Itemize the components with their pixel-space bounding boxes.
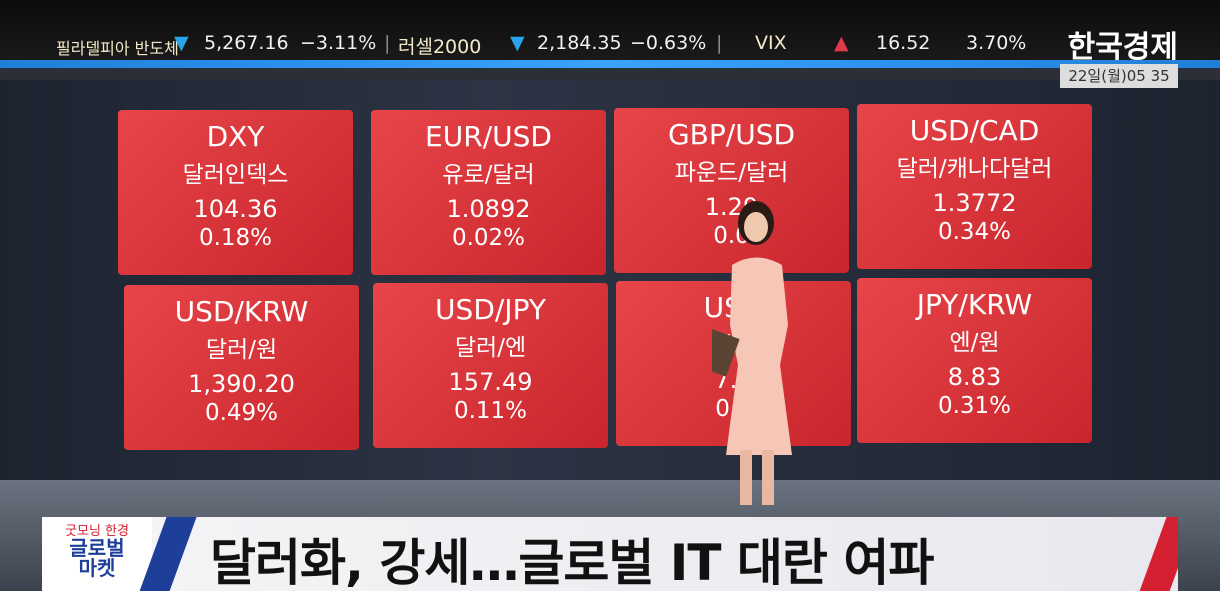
tile-change: 0.18% (198, 225, 273, 251)
program-logo: 굿모닝 한경 글로벌 마켓 (42, 517, 152, 591)
ticker-label: 필라델피아 반도체 (56, 39, 179, 58)
divider: | (384, 32, 391, 54)
ticker-value: 2,184.35 (537, 32, 622, 54)
down-arrow-icon: ▼ (174, 32, 189, 54)
tile-change: 0.31% (937, 393, 1012, 419)
tile-change: 0.34% (937, 219, 1012, 245)
ticker-value: 5,267.16 (204, 32, 289, 54)
currency-tile: DXY 달러인덱스 104.36 0.18% (118, 110, 353, 275)
channel-logo: 한국경제 (1067, 30, 1178, 65)
up-arrow-icon: ▲ (834, 32, 849, 54)
currency-tile: USD/CAD 달러/캐나다달러 1.3772 0.34% (857, 104, 1092, 269)
lower-third: 굿모닝 한경 글로벌 마켓 달러화, 강세…글로벌 IT 대란 여파 (42, 517, 1178, 591)
presenter (712, 201, 792, 505)
ticker-label: VIX (755, 32, 787, 54)
tile-code: GBP/USD (667, 118, 796, 151)
tile-change: 0.49% (204, 400, 279, 426)
red-stripe (1133, 517, 1178, 591)
tile-code: JPY/KRW (916, 288, 1033, 321)
tile-name: 달러인덱스 (182, 162, 289, 188)
market-ticker: 필라델피아 반도체 ▼ 5,267.16 −3.11% | 러셀2000 ▼ 2… (0, 0, 1220, 65)
tile-code: DXY (206, 120, 265, 153)
divider: | (716, 32, 723, 54)
tile-change: 0.02% (451, 225, 526, 251)
ticker-label: 러셀2000 (398, 36, 482, 58)
down-arrow-icon: ▼ (510, 32, 525, 54)
tile-code: USD/KRW (174, 295, 309, 328)
ticker-change: −0.63% (630, 32, 707, 54)
tile-code: USD/CAD (909, 114, 1040, 147)
tile-name: 달러/원 (205, 337, 278, 363)
tile-name: 엔/원 (949, 330, 1000, 356)
ticker-change: −3.11% (300, 32, 377, 54)
tile-name: 달러/엔 (454, 335, 527, 361)
program-title-small: 굿모닝 한경 (65, 524, 129, 539)
program-title-line2: 마켓 (78, 556, 116, 580)
tile-code: USD/JPY (435, 293, 546, 326)
tile-value: 104.36 (193, 195, 278, 223)
ticker-change: 3.70% (966, 32, 1027, 54)
tile-value: 8.83 (947, 363, 1002, 391)
currency-tile: JPY/KRW 엔/원 8.83 0.31% (857, 278, 1092, 443)
currency-tile: USD/JPY 달러/엔 157.49 0.11% (373, 283, 608, 448)
tile-value: 157.49 (448, 368, 533, 396)
currency-tile: USD/KRW 달러/원 1,390.20 0.49% (124, 285, 359, 450)
currency-tile: EUR/USD 유로/달러 1.0892 0.02% (371, 110, 606, 275)
tile-change: 0.11% (453, 398, 528, 424)
tile-value: 1,390.20 (188, 370, 295, 398)
accent-bar (0, 60, 1220, 68)
currency-tile: GBP/USD 파운드/달러 1.29 0.0 (614, 108, 849, 273)
program-title-line1: 글로벌 (69, 536, 125, 560)
headline: 달러화, 강세…글로벌 IT 대란 여파 (210, 534, 934, 591)
tile-name: 유로/달러 (442, 162, 535, 188)
ticker-value: 16.52 (876, 32, 931, 54)
tile-value: 1.0892 (446, 195, 531, 223)
tile-name: 달러/캐나다달러 (896, 156, 1053, 182)
tile-value: 1.3772 (932, 189, 1017, 217)
tile-code: EUR/USD (425, 120, 552, 153)
tile-name: 파운드/달러 (674, 160, 789, 186)
broadcast-time: 22일(월)05 35 (1060, 64, 1178, 88)
